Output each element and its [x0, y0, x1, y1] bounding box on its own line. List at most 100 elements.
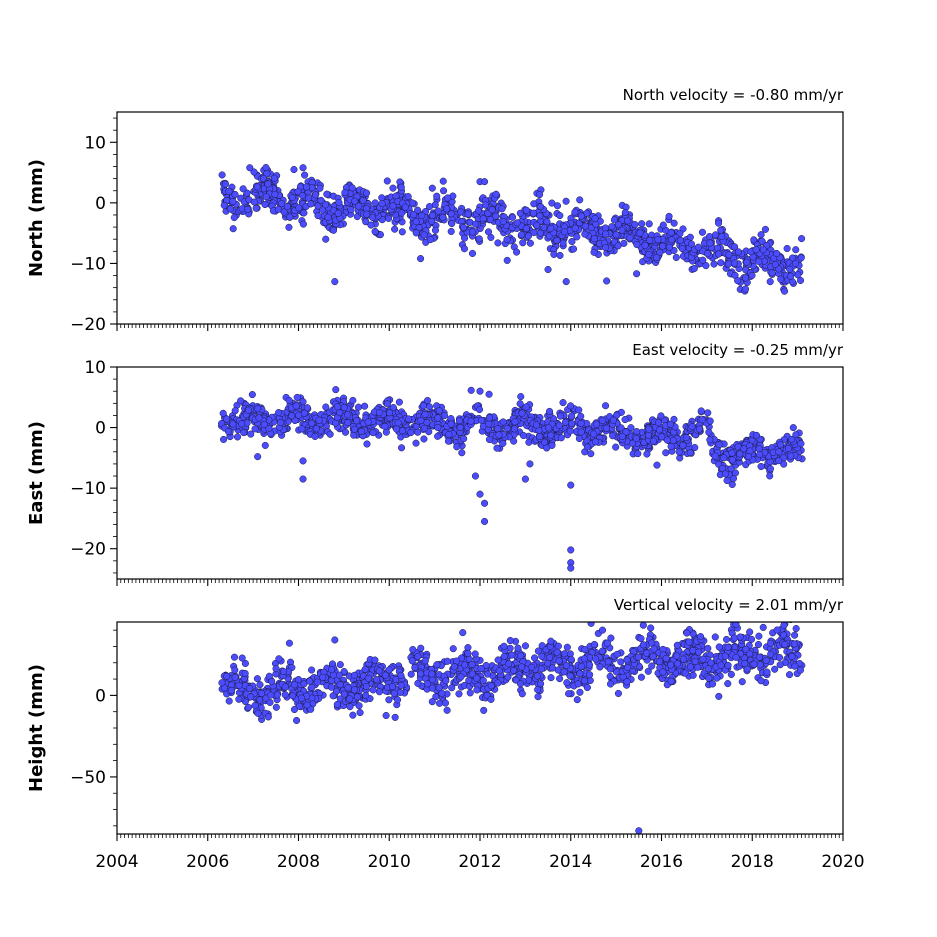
east-data-point [288, 412, 296, 420]
north-data-point [757, 231, 765, 239]
height-y-axis: 0 −50 [70, 629, 117, 827]
east-data-point [752, 431, 761, 439]
east-data-point [434, 414, 442, 422]
north-data-point [741, 285, 750, 293]
height-data-point [534, 647, 542, 655]
height-data-point [727, 670, 735, 678]
height-data-point [650, 645, 658, 653]
east-outlier-point [567, 546, 575, 554]
north-data-point [230, 213, 238, 222]
height-data-point [455, 690, 463, 698]
height-data-point [280, 667, 288, 676]
north-y-tick-label: −20 [70, 315, 106, 335]
north-data-point [741, 274, 750, 282]
east-data-point [609, 432, 617, 440]
east-y-axis: 10 0 −10 −20 [70, 358, 117, 574]
east-data-point [344, 411, 352, 419]
height-data-point [567, 655, 575, 663]
height-data-point [709, 680, 717, 688]
height-data-point [241, 659, 249, 668]
east-data-point [421, 410, 429, 418]
height-data-point [694, 663, 702, 671]
north-data-point [398, 209, 406, 217]
east-data-point [237, 397, 245, 405]
east-data-point [247, 430, 255, 438]
east-data-point [634, 450, 642, 458]
east-data-point [545, 407, 554, 415]
height-data-point [537, 680, 545, 688]
east-data-point [275, 409, 283, 417]
height-data-point [776, 661, 784, 669]
east-data-point [775, 457, 783, 465]
height-data-point [428, 670, 436, 678]
height-data-point [487, 695, 495, 703]
north-data-point [569, 245, 578, 253]
north-data-point [448, 219, 456, 228]
height-data-point [547, 637, 555, 645]
east-data-point [618, 432, 626, 440]
height-data-point [732, 653, 740, 661]
height-data-point [548, 664, 557, 672]
north-data-point [560, 228, 569, 236]
east-data-point [405, 415, 413, 423]
north-data-point [556, 251, 564, 259]
east-data-point [334, 403, 342, 411]
north-data-point [443, 205, 451, 213]
north-data-point [425, 203, 434, 211]
height-data-point [298, 694, 306, 702]
east-y-tick-label: 0 [95, 419, 106, 439]
north-data-point [646, 236, 654, 244]
x-tick-label: 2008 [277, 852, 320, 872]
height-data-point [573, 696, 581, 704]
north-data-point [771, 260, 779, 269]
height-data-point [247, 693, 255, 701]
height-data-point [258, 689, 266, 697]
north-data-point [633, 241, 641, 249]
north-data-point [383, 177, 391, 185]
north-data-point [513, 219, 521, 227]
height-data-point [534, 693, 542, 701]
north-data-point [576, 196, 584, 204]
north-data-point [798, 235, 806, 243]
east-data-point [494, 425, 502, 433]
north-data-point [355, 202, 363, 210]
north-data-point [508, 213, 517, 221]
height-data-point [767, 650, 775, 658]
height-data-point [617, 658, 625, 666]
east-data-point [419, 402, 427, 410]
east-data-point [522, 403, 530, 411]
east-data-point [417, 417, 425, 425]
north-data-point [711, 231, 720, 239]
east-data-point [285, 396, 293, 404]
north-data-point [704, 250, 712, 258]
north-data-point [526, 239, 534, 247]
height-data-point [281, 691, 289, 699]
height-data-point [473, 686, 481, 694]
height-data-point [340, 690, 348, 698]
height-data-point [642, 649, 651, 657]
east-outlier-point [485, 390, 493, 398]
east-data-point [349, 396, 357, 404]
height-data-point [685, 638, 693, 646]
north-data-point [494, 239, 502, 247]
north-data-point [312, 191, 320, 199]
east-data-point [603, 424, 611, 432]
height-data-point [246, 684, 254, 693]
east-data-point [688, 423, 696, 431]
north-data-point [227, 205, 235, 213]
north-data-point [752, 246, 760, 254]
north-data-point [658, 242, 667, 250]
north-data-point [221, 180, 229, 188]
height-data-point [647, 624, 655, 632]
east-data-point [395, 398, 403, 406]
height-data-point [796, 666, 804, 674]
east-data-point [612, 443, 620, 451]
north-y-tick-label: 0 [95, 194, 106, 214]
east-data-point [602, 402, 610, 410]
east-data-point [787, 452, 795, 460]
x-tick-label: 2004 [95, 852, 138, 872]
east-data-point [658, 433, 666, 441]
height-data-point [223, 672, 231, 680]
north-data-point [533, 221, 541, 229]
height-data-point [554, 642, 562, 650]
